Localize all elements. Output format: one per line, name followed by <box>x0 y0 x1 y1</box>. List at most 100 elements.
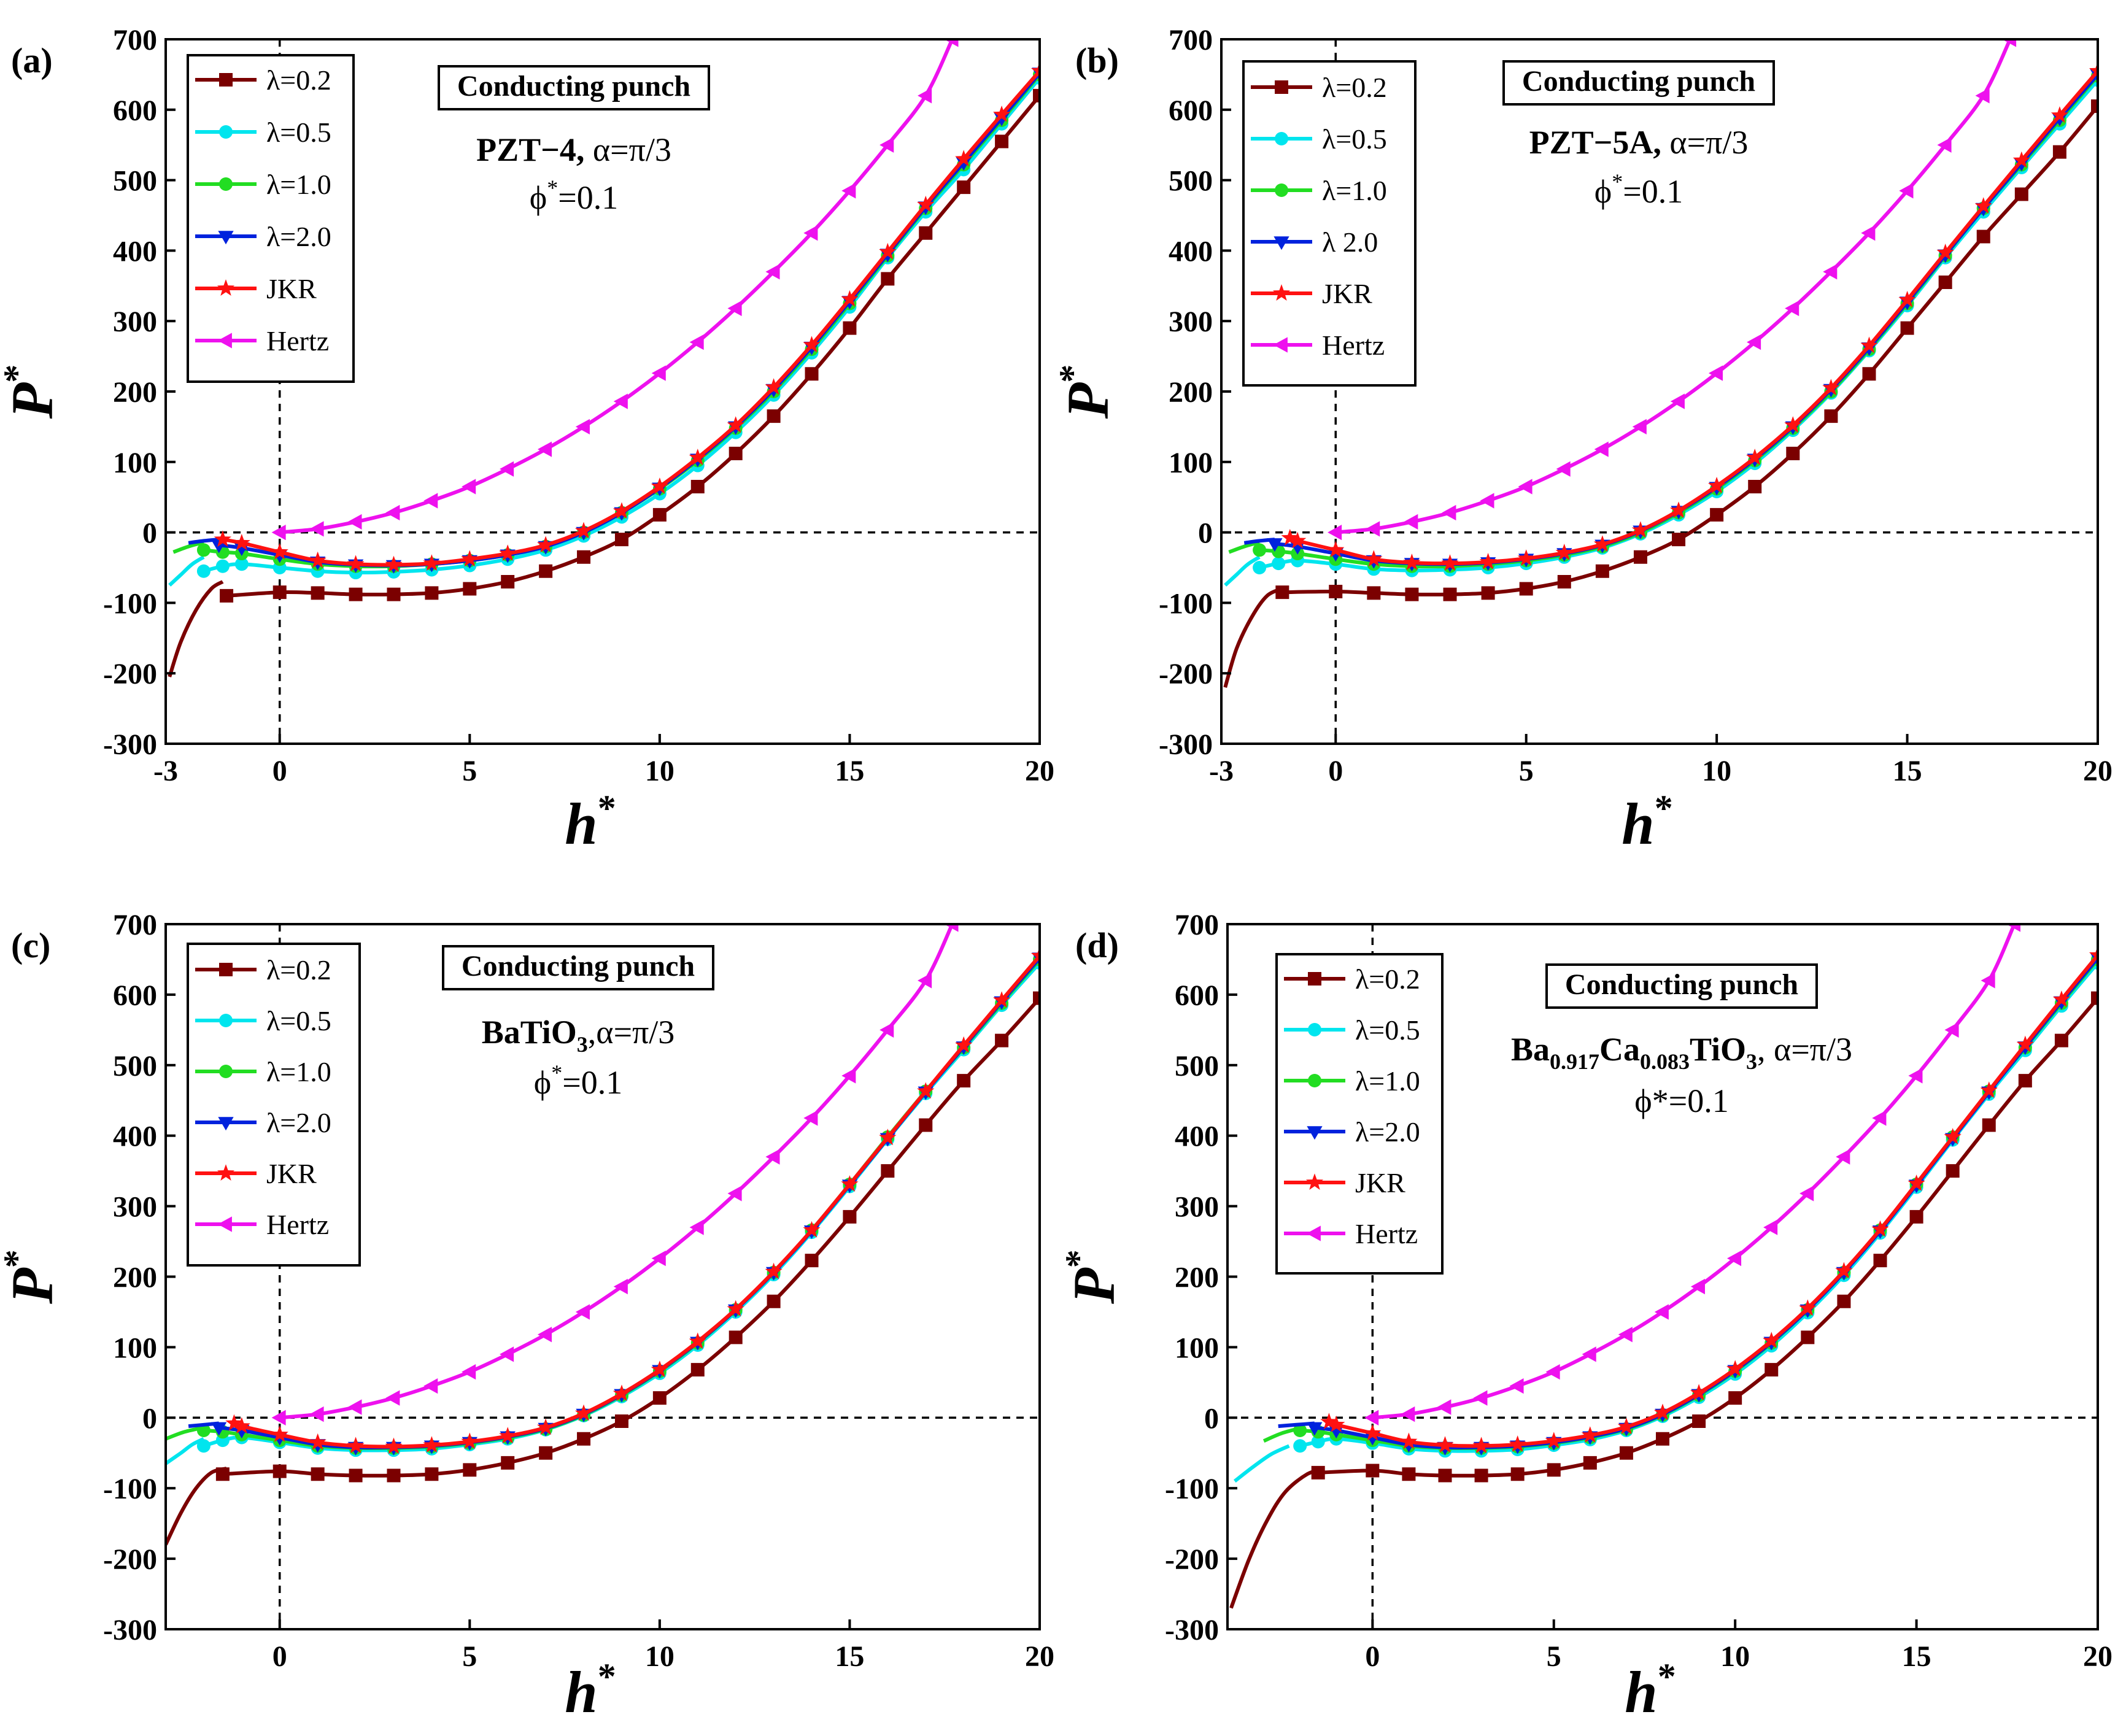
data-point <box>1976 230 1990 244</box>
data-point <box>387 1468 401 1483</box>
data-point <box>957 1074 971 1088</box>
y-tick-label: -300 <box>1165 1614 1219 1646</box>
legend-label: Hertz <box>1355 1218 1418 1249</box>
data-point <box>2054 1033 2068 1047</box>
data-point <box>309 1406 324 1422</box>
data-point <box>1654 1304 1669 1320</box>
y-tick-label: -100 <box>103 1473 157 1505</box>
legend-marker <box>219 963 233 976</box>
data-point <box>1672 533 1686 547</box>
series-branch-line <box>168 580 224 677</box>
x-tick-label: 5 <box>1547 1640 1561 1673</box>
data-point <box>1033 88 1040 102</box>
data-point <box>1519 582 1533 596</box>
y-axis-label: P* <box>1058 1249 1127 1305</box>
legend-marker <box>1307 1126 1323 1140</box>
x-tick-label: 5 <box>462 755 477 787</box>
data-point <box>1944 1022 1959 1038</box>
series-line <box>1372 924 2016 1420</box>
data-point <box>309 1433 327 1450</box>
data-point <box>1708 477 1726 493</box>
data-point <box>879 242 897 260</box>
data-point <box>215 559 230 573</box>
data-point <box>613 502 631 519</box>
data-point <box>651 1250 666 1267</box>
data-point <box>273 1464 287 1478</box>
legend-marker <box>219 1065 233 1078</box>
y-axis-label-star: * <box>0 365 37 383</box>
data-point <box>843 321 857 335</box>
legend-label: λ 2.0 <box>1322 226 1378 258</box>
data-point <box>1938 276 1952 290</box>
legend-label: Hertz <box>266 325 329 357</box>
x-tick-label: 5 <box>462 1640 477 1673</box>
data-point <box>2052 145 2066 159</box>
panel-label: (c) <box>11 925 50 965</box>
data-point <box>225 1414 243 1431</box>
series-branch-line <box>1233 1444 1290 1483</box>
data-point <box>1327 541 1345 558</box>
x-tick-label: 0 <box>273 755 287 787</box>
legend-marker <box>1274 236 1289 250</box>
data-point <box>1763 1219 1778 1235</box>
data-point <box>803 1221 821 1238</box>
cone-angle: , α=π/3 <box>1757 1031 1852 1068</box>
data-point <box>462 1364 476 1380</box>
data-point <box>1708 365 1723 381</box>
x-axis-label: h* <box>565 788 616 857</box>
material-name: BaTiO <box>482 1014 577 1051</box>
material-label: Ba0.917Ca0.083TiO3, α=π/3 <box>1511 1031 1852 1074</box>
data-point <box>729 447 743 461</box>
data-point <box>309 521 324 537</box>
series-5 <box>225 946 1040 1454</box>
data-point <box>1670 393 1685 409</box>
phi-star: * <box>1612 169 1623 194</box>
data-point <box>767 1294 781 1308</box>
data-point <box>1690 1384 1708 1401</box>
data-point <box>1837 1294 1851 1308</box>
legend-label: λ=0.2 <box>1322 72 1387 103</box>
y-tick-label: 400 <box>113 1121 157 1153</box>
data-point <box>917 1082 935 1099</box>
data-point <box>1595 564 1609 578</box>
annotation-title: Conducting punch <box>1522 65 1755 98</box>
data-point <box>425 1467 439 1481</box>
data-point <box>214 530 231 547</box>
legend-item: λ=1.0 <box>195 1056 331 1087</box>
data-point <box>881 272 895 286</box>
data-point <box>1320 1413 1338 1430</box>
data-point <box>1747 334 1761 350</box>
data-point <box>271 524 286 541</box>
data-point <box>652 1391 667 1405</box>
y-tick-label: 0 <box>142 1402 157 1435</box>
data-point <box>1631 521 1650 538</box>
data-point <box>1765 1363 1779 1377</box>
data-point <box>1367 586 1381 600</box>
data-point <box>727 1300 744 1317</box>
data-point <box>1908 1175 1925 1191</box>
data-point <box>1746 449 1764 465</box>
data-point <box>211 1422 227 1436</box>
data-point <box>918 88 932 104</box>
data-point <box>803 336 821 353</box>
series-6 <box>1364 924 2021 1425</box>
data-point <box>919 1118 933 1132</box>
data-point <box>1763 1332 1780 1349</box>
y-tick-label: 400 <box>113 235 157 268</box>
x-tick-label: 5 <box>1519 755 1534 787</box>
legend-item: Hertz <box>195 1209 329 1240</box>
data-point <box>1748 479 1762 493</box>
data-point <box>1364 1410 1379 1425</box>
data-point <box>1784 416 1802 433</box>
data-point <box>1405 587 1419 601</box>
legend-marker <box>217 1164 235 1181</box>
data-point <box>1785 300 1799 317</box>
data-point <box>196 1439 211 1453</box>
series-1 <box>1223 99 2098 689</box>
x-tick-label: 20 <box>2083 1640 2112 1673</box>
data-point <box>1365 550 1383 567</box>
plot-area <box>1223 39 2098 689</box>
legend-marker <box>1305 1173 1324 1190</box>
series-line <box>1328 954 2098 1448</box>
phi-symbol: ϕ <box>1634 1082 1652 1119</box>
